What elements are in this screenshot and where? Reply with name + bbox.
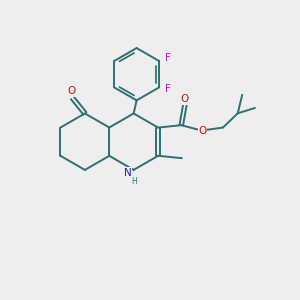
- Text: H: H: [131, 177, 137, 186]
- Text: O: O: [181, 94, 189, 104]
- Text: F: F: [165, 52, 171, 63]
- Text: F: F: [165, 84, 171, 94]
- Text: N: N: [124, 168, 132, 178]
- Text: O: O: [199, 125, 207, 136]
- Text: O: O: [68, 86, 76, 96]
